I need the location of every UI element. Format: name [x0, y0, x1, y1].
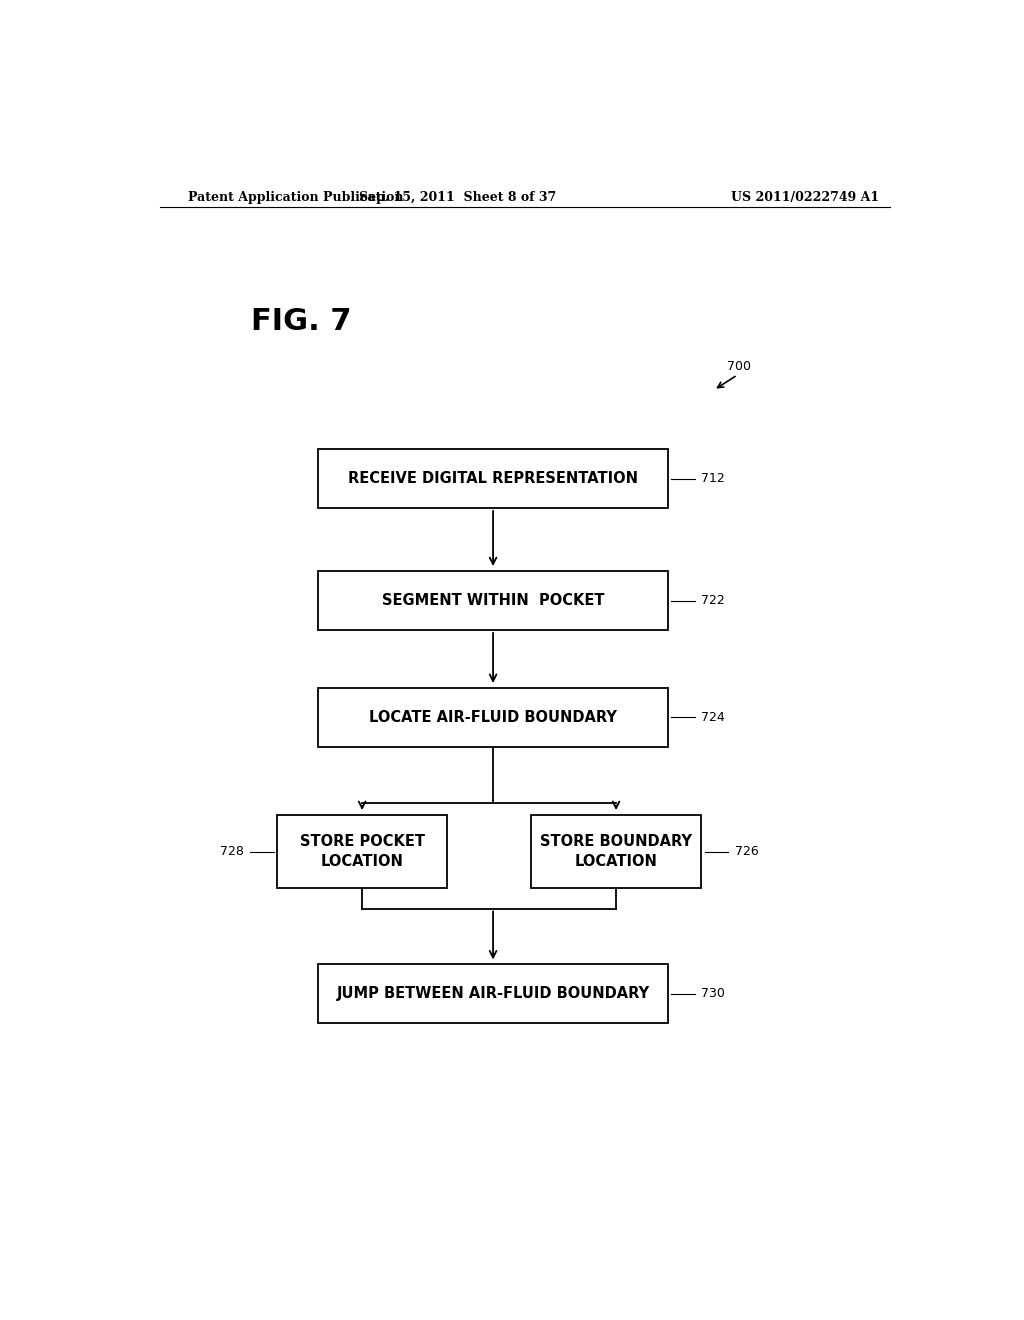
Text: STORE BOUNDARY
LOCATION: STORE BOUNDARY LOCATION	[540, 834, 692, 869]
Text: LOCATE AIR-FLUID BOUNDARY: LOCATE AIR-FLUID BOUNDARY	[369, 710, 617, 725]
Text: 722: 722	[701, 594, 725, 607]
Text: SEGMENT WITHIN  POCKET: SEGMENT WITHIN POCKET	[382, 593, 604, 609]
Text: 728: 728	[219, 845, 244, 858]
FancyBboxPatch shape	[276, 814, 447, 888]
Text: JUMP BETWEEN AIR-FLUID BOUNDARY: JUMP BETWEEN AIR-FLUID BOUNDARY	[337, 986, 649, 1002]
FancyBboxPatch shape	[318, 688, 668, 747]
Text: Sep. 15, 2011  Sheet 8 of 37: Sep. 15, 2011 Sheet 8 of 37	[358, 190, 556, 203]
Text: 730: 730	[701, 987, 725, 1001]
FancyBboxPatch shape	[318, 572, 668, 630]
Text: 724: 724	[701, 711, 725, 723]
FancyBboxPatch shape	[318, 965, 668, 1023]
Text: RECEIVE DIGITAL REPRESENTATION: RECEIVE DIGITAL REPRESENTATION	[348, 471, 638, 486]
Text: US 2011/0222749 A1: US 2011/0222749 A1	[731, 190, 880, 203]
FancyBboxPatch shape	[318, 449, 668, 508]
Text: Patent Application Publication: Patent Application Publication	[187, 190, 403, 203]
Text: 712: 712	[701, 473, 725, 484]
Text: 700: 700	[727, 360, 752, 374]
Text: 726: 726	[734, 845, 759, 858]
Text: STORE POCKET
LOCATION: STORE POCKET LOCATION	[300, 834, 425, 869]
FancyBboxPatch shape	[530, 814, 701, 888]
Text: FIG. 7: FIG. 7	[251, 306, 351, 335]
